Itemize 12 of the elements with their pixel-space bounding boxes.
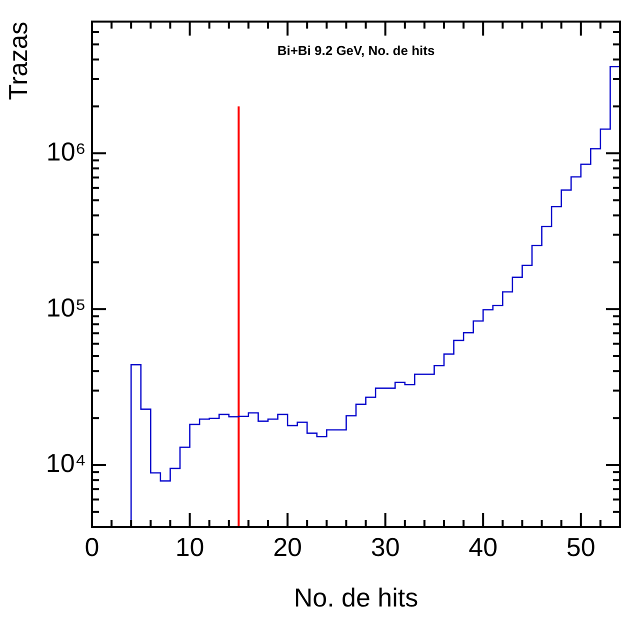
y-axis-title: Trazas [2, 22, 33, 100]
x-tick-label: 10 [175, 532, 204, 562]
x-tick-label: 50 [566, 532, 596, 562]
x-tick-label: 30 [370, 532, 400, 562]
x-tick-label: 20 [273, 532, 302, 562]
y-tick-label: 10⁴ [46, 448, 86, 478]
y-tick-label: 10⁶ [46, 136, 86, 166]
text: Bi+Bi 9.2 GeV, No. de hits [277, 43, 435, 58]
x-axis-title: No. de hits [294, 582, 418, 613]
x-tick-label: 40 [468, 532, 498, 562]
x-tick-label: 0 [84, 532, 100, 562]
y-tick-label: 10⁵ [46, 292, 86, 322]
